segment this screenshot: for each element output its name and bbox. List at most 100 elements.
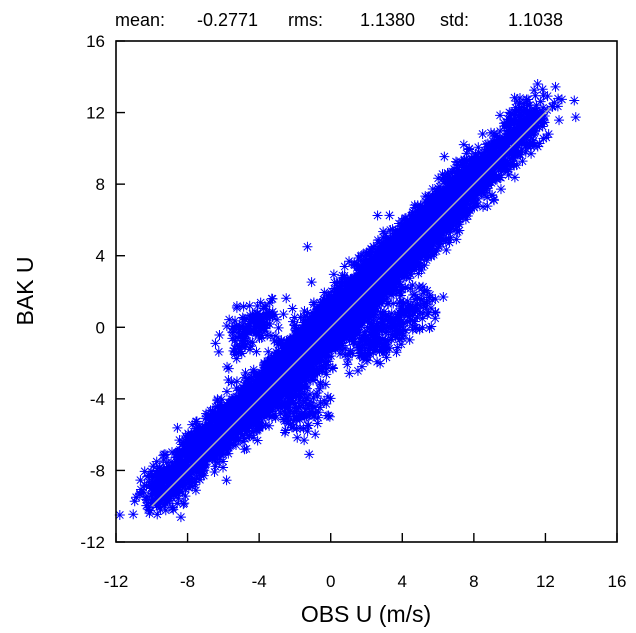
data-point — [375, 307, 386, 318]
data-point — [172, 422, 183, 433]
data-point — [166, 447, 177, 458]
data-point — [180, 473, 191, 484]
data-point — [275, 363, 286, 374]
data-point — [141, 481, 152, 492]
data-point — [287, 316, 298, 327]
data-point — [294, 345, 305, 356]
data-point — [139, 466, 150, 477]
data-point — [186, 467, 197, 478]
data-point — [281, 347, 292, 358]
data-point — [241, 387, 252, 398]
data-point — [320, 339, 331, 350]
data-point — [301, 316, 312, 327]
data-point — [200, 423, 211, 434]
data-point — [295, 312, 306, 323]
data-point — [395, 279, 406, 290]
data-point — [178, 499, 189, 510]
data-point — [290, 343, 301, 354]
data-point — [183, 482, 194, 493]
data-point — [267, 379, 278, 390]
data-point — [163, 473, 174, 484]
data-point — [232, 423, 243, 434]
data-point — [326, 286, 337, 297]
data-point — [171, 463, 182, 474]
data-point — [216, 407, 227, 418]
data-point — [193, 448, 204, 459]
data-point — [180, 430, 191, 441]
data-point — [300, 374, 311, 385]
data-point — [189, 440, 200, 451]
data-point — [231, 398, 242, 409]
data-point — [196, 430, 207, 441]
data-point — [198, 455, 209, 466]
data-point — [217, 432, 228, 443]
data-point — [330, 342, 341, 353]
data-point — [296, 363, 307, 374]
data-point — [218, 456, 229, 467]
data-point — [191, 462, 202, 473]
data-point — [186, 447, 197, 458]
data-point — [143, 502, 154, 513]
data-point — [158, 455, 169, 466]
data-point — [332, 295, 343, 306]
data-point — [293, 374, 304, 385]
stat-mean-label: mean: — [115, 10, 166, 30]
data-point — [231, 408, 242, 419]
data-point — [144, 508, 155, 519]
data-point — [292, 356, 303, 367]
data-point — [151, 456, 162, 467]
data-point — [329, 277, 340, 288]
data-point — [315, 361, 326, 372]
data-point — [282, 360, 293, 371]
data-point — [312, 362, 323, 373]
data-point — [308, 297, 319, 308]
data-point — [236, 387, 247, 398]
data-point — [161, 464, 172, 475]
data-point — [189, 479, 200, 490]
data-point — [134, 488, 145, 499]
data-point — [291, 326, 302, 337]
data-point — [305, 358, 316, 369]
data-point — [174, 435, 185, 446]
data-point — [312, 368, 323, 379]
data-point — [175, 512, 186, 523]
data-point — [181, 433, 192, 444]
data-point — [204, 414, 215, 425]
data-point — [325, 351, 336, 362]
data-point — [209, 466, 220, 477]
data-point — [284, 364, 295, 375]
data-point — [283, 359, 294, 370]
data-point — [266, 383, 277, 394]
data-point — [259, 397, 270, 408]
data-point — [238, 436, 248, 447]
data-point — [303, 336, 314, 347]
data-point — [264, 373, 275, 384]
data-point — [257, 420, 268, 431]
stat-std-value: 1.1038 — [508, 10, 564, 30]
data-point — [289, 319, 300, 330]
data-point — [283, 353, 294, 364]
data-point — [280, 380, 291, 391]
data-point — [321, 369, 332, 380]
data-point — [334, 283, 345, 294]
data-point — [286, 344, 297, 355]
data-point — [238, 419, 249, 430]
data-point — [291, 381, 302, 392]
data-point — [296, 366, 307, 377]
data-point — [189, 477, 200, 488]
data-point — [200, 413, 211, 424]
data-point — [231, 429, 242, 440]
data-point — [262, 410, 273, 421]
data-point — [271, 347, 282, 358]
data-point — [289, 372, 300, 383]
data-point — [149, 484, 160, 495]
data-point — [273, 369, 284, 380]
data-point — [213, 443, 224, 454]
data-point — [302, 307, 313, 318]
data-point — [266, 374, 277, 385]
data-point — [254, 417, 265, 428]
data-point — [154, 462, 165, 473]
data-point — [180, 491, 191, 502]
data-point — [256, 370, 267, 381]
